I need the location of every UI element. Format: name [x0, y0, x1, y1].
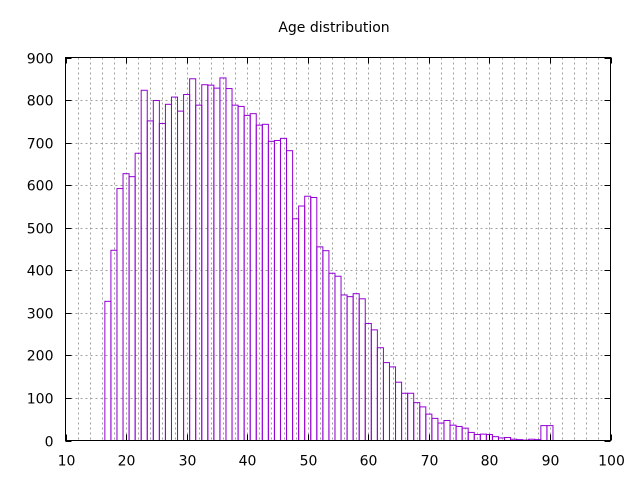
- histogram-bar: [316, 246, 324, 441]
- histogram-bar: [304, 195, 312, 441]
- histogram-bar: [104, 300, 112, 441]
- histogram-bar: [540, 425, 548, 441]
- plot-frame: [65, 57, 611, 441]
- histogram-bar: [237, 105, 245, 441]
- y-tick-label: 300: [27, 307, 54, 323]
- x-tick-label: 10: [58, 454, 76, 470]
- histogram-bar: [407, 392, 415, 442]
- histogram-bar: [298, 205, 306, 441]
- histogram-bar: [219, 77, 227, 442]
- y-tick-label: 0: [45, 435, 54, 451]
- y-tick-label: 500: [27, 222, 54, 238]
- axis-ticks: [65, 57, 612, 442]
- histogram-bar: [370, 329, 378, 441]
- x-tick-label: 70: [421, 454, 439, 470]
- x-tick-label: 90: [542, 454, 560, 470]
- histogram-bar: [413, 402, 421, 442]
- histogram-bar: [189, 78, 197, 441]
- histogram-bar: [292, 218, 300, 441]
- x-tick-label: 30: [179, 454, 197, 470]
- histogram-bar: [183, 94, 191, 442]
- histogram-bar: [491, 436, 499, 442]
- histogram-bar: [546, 425, 554, 441]
- histogram-bar: [195, 104, 203, 441]
- histogram-bar: [128, 176, 136, 441]
- x-tick-label: 40: [239, 454, 257, 470]
- histogram-bar: [358, 298, 366, 442]
- x-tick-label: 50: [300, 454, 318, 470]
- grid-lines: [65, 57, 611, 441]
- histogram-bar: [401, 392, 409, 442]
- histogram-bar: [437, 422, 445, 441]
- histogram-bar: [134, 152, 142, 441]
- histogram-bar: [425, 413, 433, 441]
- histogram-bar: [467, 431, 475, 442]
- histogram-bar: [164, 103, 172, 441]
- histogram-bar: [261, 123, 269, 441]
- histogram-bar: [207, 84, 215, 441]
- y-tick-label: 900: [27, 52, 54, 68]
- histogram-bar: [201, 84, 209, 442]
- histogram-bars: [104, 77, 554, 442]
- histogram-bar: [382, 362, 390, 441]
- histogram-bar: [334, 275, 342, 441]
- histogram-bar: [267, 140, 275, 442]
- histogram-bar: [140, 89, 148, 442]
- histogram-bar: [443, 420, 451, 441]
- histogram-bar: [455, 425, 463, 441]
- y-tick-label: 200: [27, 349, 54, 365]
- y-tick-label: 600: [27, 179, 54, 195]
- histogram-bar: [395, 381, 403, 442]
- histogram-bar: [225, 88, 233, 441]
- histogram-bar: [431, 417, 439, 441]
- histogram-bar: [170, 96, 179, 442]
- x-tick-label: 80: [481, 454, 499, 470]
- histogram-bar: [279, 137, 288, 442]
- histogram-bar: [388, 366, 397, 442]
- y-tick-label: 400: [27, 264, 54, 280]
- histogram-bar: [286, 150, 294, 441]
- chart-title: Age distribution: [278, 20, 389, 36]
- x-tick-label: 20: [118, 454, 136, 470]
- x-tick-label: 100: [598, 454, 625, 470]
- histogram-bar: [249, 113, 257, 441]
- histogram-bar: [177, 110, 185, 442]
- y-tick-label: 100: [27, 392, 54, 408]
- x-tick-label: 60: [360, 454, 378, 470]
- histogram-bar: [322, 250, 330, 441]
- y-axis-tick-labels: 0 100 200 300 400 500 600 700 800 900: [27, 52, 54, 451]
- histogram-bar: [310, 197, 318, 441]
- histogram-bar: [116, 188, 124, 441]
- histogram-bar: [479, 433, 487, 441]
- histogram-bar: [110, 249, 118, 441]
- x-axis-tick-labels: 10 20 30 40 50 60 70 80 90 100: [58, 454, 625, 470]
- y-tick-label: 700: [27, 137, 54, 153]
- histogram-bar: [213, 87, 221, 441]
- histogram-bar: [419, 406, 427, 442]
- y-tick-label: 800: [27, 94, 54, 110]
- histogram-bar: [328, 272, 336, 442]
- histogram-bar: [346, 296, 354, 441]
